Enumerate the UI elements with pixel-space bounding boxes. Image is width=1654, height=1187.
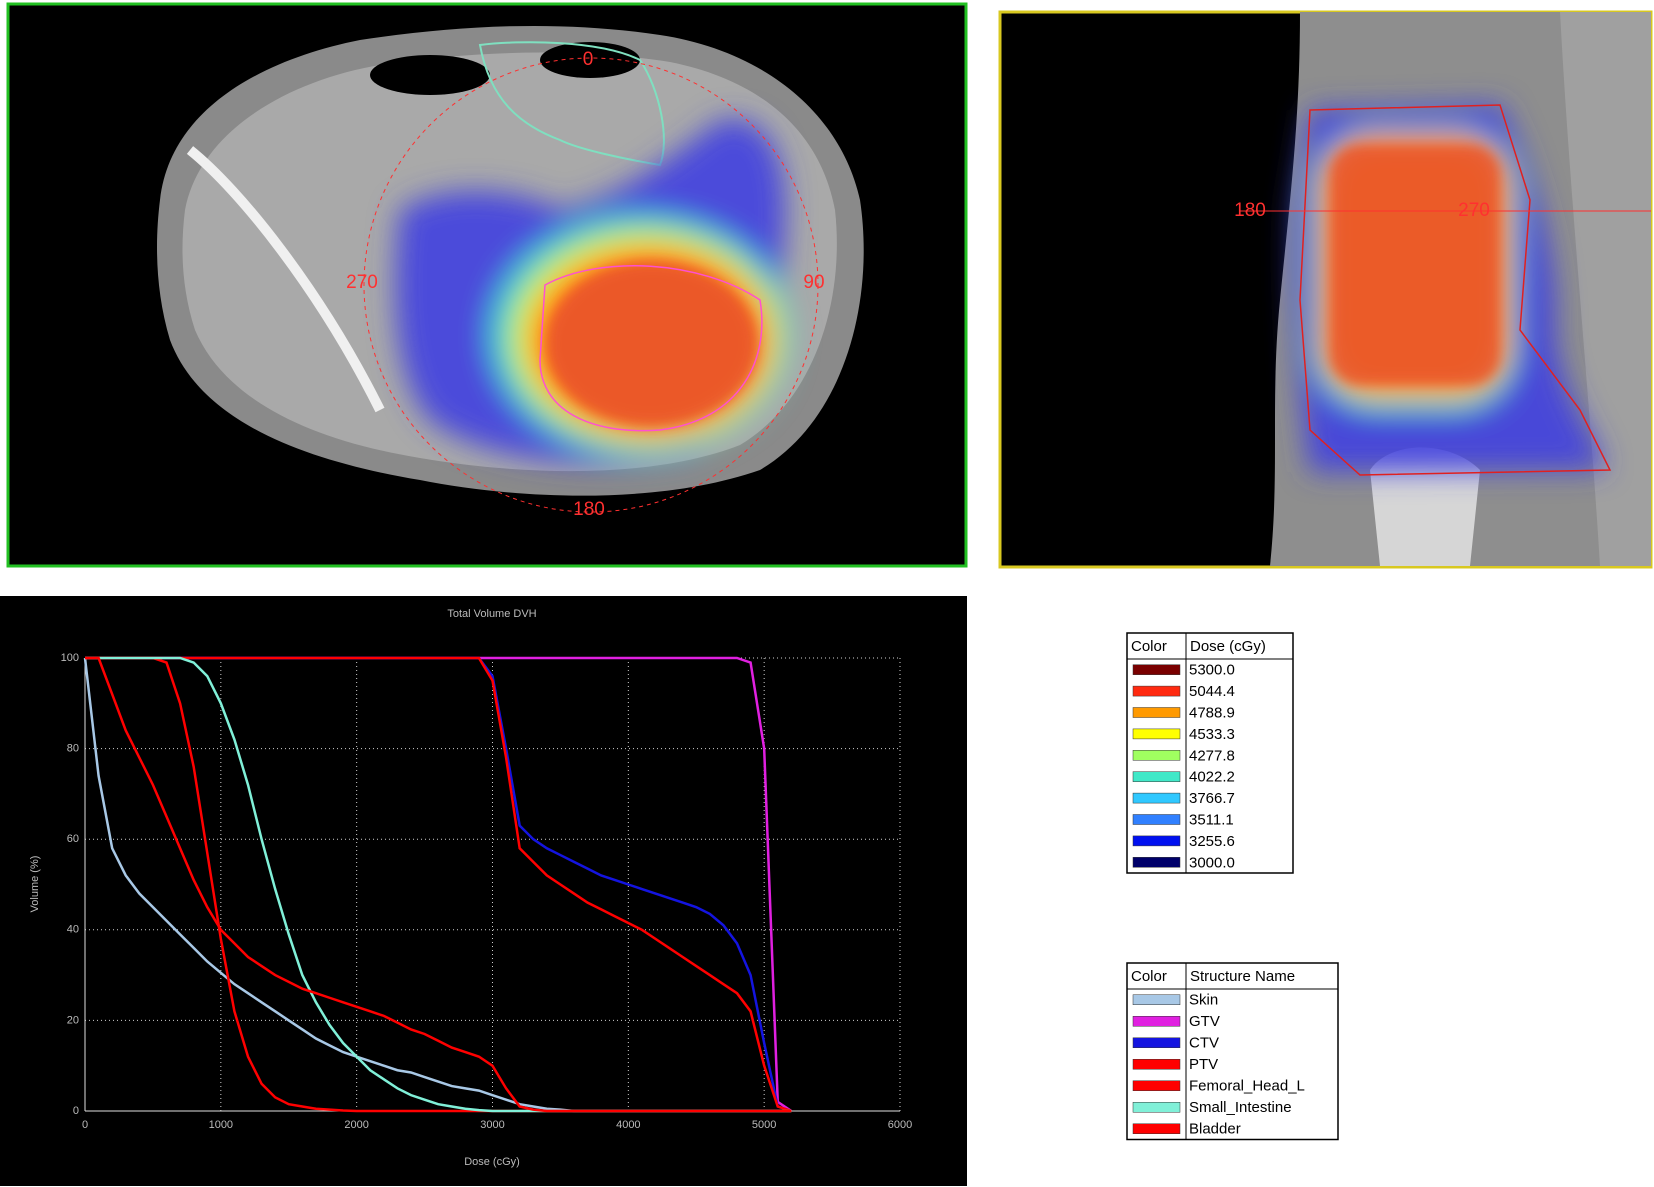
- table-cell: 3255.6: [1189, 833, 1235, 850]
- color-swatch: [1132, 857, 1181, 868]
- table-cell: 3511.1: [1189, 811, 1234, 828]
- color-swatch: [1132, 1016, 1181, 1027]
- x-tick-label: 1000: [209, 1119, 233, 1131]
- y-tick-label: 40: [67, 924, 79, 936]
- angle-label: 270: [346, 272, 378, 293]
- chart-title: Total Volume DVH: [447, 608, 536, 620]
- table-cell: 4022.2: [1189, 769, 1235, 786]
- table-cell: CTV: [1189, 1035, 1219, 1052]
- axial-view: 0 270 90 180: [6, 2, 968, 568]
- color-swatch: [1132, 994, 1181, 1005]
- color-swatch: [1132, 1059, 1181, 1070]
- color-swatch: [1132, 1037, 1181, 1048]
- color-swatch: [1132, 707, 1181, 718]
- table-cell: 5300.0: [1189, 662, 1235, 679]
- angle-label: 180: [573, 499, 605, 520]
- y-tick-label: 100: [61, 652, 79, 664]
- table-cell: GTV: [1189, 1013, 1220, 1030]
- table-cell: 5044.4: [1189, 683, 1235, 700]
- table-header: Color: [1131, 968, 1167, 985]
- table-cell: Skin: [1189, 992, 1218, 1009]
- color-swatch: [1132, 1080, 1181, 1091]
- color-swatch: [1132, 750, 1181, 761]
- table-cell: 4277.8: [1189, 747, 1235, 764]
- y-axis-label: Volume (%): [29, 856, 41, 913]
- x-axis-label: Dose (cGy): [464, 1156, 520, 1168]
- angle-label: 180: [1234, 200, 1266, 221]
- color-swatch: [1132, 664, 1181, 675]
- table-cell: 3000.0: [1189, 854, 1235, 871]
- sagittal-view: 180 270: [998, 10, 1653, 569]
- y-tick-label: 0: [73, 1105, 79, 1117]
- table-header: Dose (cGy): [1190, 638, 1266, 655]
- dvh-panel: [0, 596, 967, 1186]
- angle-label: 0: [583, 49, 594, 70]
- legends: Color Dose (cGy) 5300.0 5044.4 4788.9 4533.3 4…: [1126, 632, 1339, 1141]
- y-tick-label: 60: [67, 833, 79, 845]
- x-tick-label: 2000: [344, 1119, 368, 1131]
- x-tick-label: 0: [82, 1119, 88, 1131]
- table-cell: 4533.3: [1189, 726, 1235, 743]
- color-swatch: [1132, 814, 1181, 825]
- color-swatch: [1132, 1102, 1181, 1113]
- table-header: Color: [1131, 638, 1167, 655]
- color-swatch: [1132, 728, 1181, 740]
- y-tick-label: 20: [67, 1014, 79, 1026]
- table-cell: Femoral_Head_L: [1189, 1078, 1305, 1095]
- table-cell: Small_Intestine: [1189, 1099, 1292, 1116]
- x-tick-label: 3000: [480, 1119, 504, 1131]
- y-tick-label: 80: [67, 743, 79, 755]
- x-tick-label: 4000: [616, 1119, 640, 1131]
- table-cell: Bladder: [1189, 1121, 1241, 1138]
- table-header: Structure Name: [1190, 968, 1295, 985]
- color-swatch: [1132, 835, 1181, 847]
- dvh-line: [85, 656, 792, 1113]
- color-swatch: [1132, 792, 1181, 804]
- table-cell: PTV: [1189, 1056, 1218, 1073]
- x-tick-label: 5000: [752, 1119, 776, 1131]
- color-swatch: [1132, 771, 1181, 782]
- dvh-line: [85, 656, 792, 1113]
- table-cell: 3766.7: [1189, 790, 1235, 807]
- x-tick-label: 6000: [888, 1119, 912, 1131]
- angle-label: 90: [803, 272, 824, 293]
- color-swatch: [1132, 1123, 1181, 1134]
- plot-area: 0 1000 2000 3000 4000 5000 6000 0 20 40 60 80 100: [61, 652, 913, 1131]
- table-cell: 4788.9: [1189, 704, 1235, 721]
- angle-label: 270: [1458, 200, 1490, 221]
- color-swatch: [1132, 685, 1181, 697]
